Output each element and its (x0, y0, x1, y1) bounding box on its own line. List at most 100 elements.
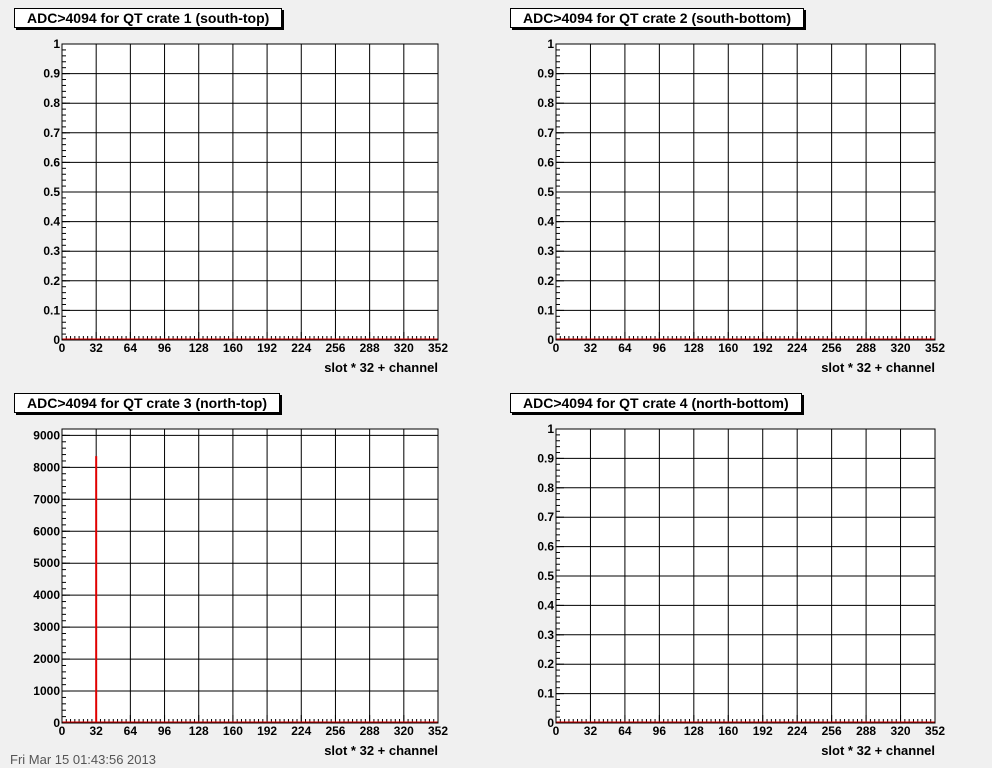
x-tick-label: 256 (822, 724, 842, 738)
y-tick-label: 0.9 (537, 451, 554, 465)
y-tick-label: 0.2 (537, 274, 554, 288)
y-tick-label: 0.2 (43, 274, 60, 288)
y-tick-label: 0.3 (537, 244, 554, 258)
y-tick-label: 0.9 (43, 67, 60, 81)
x-tick-label: 256 (325, 341, 345, 355)
y-tick-label: 0.8 (537, 96, 554, 110)
plot-title-crate-3: ADC>4094 for QT crate 3 (north-top) (14, 393, 280, 413)
x-tick-label: 96 (653, 724, 667, 738)
x-tick-label: 32 (90, 724, 104, 738)
y-tick-label: 3000 (33, 620, 60, 634)
y-tick-label: 6000 (33, 524, 60, 538)
y-tick-label: 8000 (33, 460, 60, 474)
plot-frame (555, 43, 936, 341)
x-tick-label: 64 (618, 341, 632, 355)
x-tick-label: 160 (718, 724, 738, 738)
y-tick-label: 0.6 (537, 155, 554, 169)
plot-panel-1: 0 32 64 96 128 160 192 224 256 288 320 352 0 0.1 0.2 0.… (43, 37, 448, 375)
y-tick-label: 0.1 (537, 303, 554, 317)
x-tick-label: 256 (822, 341, 842, 355)
y-tick-label: 0.1 (43, 303, 60, 317)
x-tick-label: 0 (59, 724, 66, 738)
x-tick-label: 320 (891, 341, 911, 355)
y-tick-label: 1 (53, 37, 60, 51)
x-tick-label: 224 (787, 341, 807, 355)
x-tick-label: 224 (291, 724, 311, 738)
plot-area (62, 429, 438, 723)
y-tick-label: 0.5 (537, 185, 554, 199)
x-tick-label: 352 (428, 341, 448, 355)
y-tick-label: 0.7 (43, 126, 60, 140)
x-tick-label: 160 (223, 724, 243, 738)
x-axis-label: slot * 32 + channel (324, 743, 438, 758)
x-tick-label: 96 (158, 341, 172, 355)
y-tick-label: 2000 (33, 652, 60, 666)
x-tick-label: 96 (653, 341, 667, 355)
x-tick-label: 320 (394, 724, 414, 738)
x-tick-label: 128 (189, 724, 209, 738)
x-tick-label: 288 (360, 724, 380, 738)
x-tick-label: 64 (124, 341, 138, 355)
plot-panel-3: 0 32 64 96 128 160 192 224 256 288 320 352 0 1000 2000… (33, 428, 448, 758)
y-tick-label: 0.5 (537, 569, 554, 583)
y-tick-label: 5000 (33, 556, 60, 570)
x-tick-label: 160 (223, 341, 243, 355)
y-tick-label: 0.8 (43, 96, 60, 110)
y-tick-label: 1 (547, 422, 554, 436)
y-tick-label: 0.7 (537, 510, 554, 524)
x-tick-label: 192 (753, 724, 773, 738)
plot-panel-4: 0 32 64 96 128 160 192 224 256 288 320 352 0 0.1 0.2 0.… (537, 422, 945, 758)
plot-title-crate-4: ADC>4094 for QT crate 4 (north-bottom) (510, 393, 802, 413)
x-tick-label: 64 (124, 724, 138, 738)
x-tick-label: 96 (158, 724, 172, 738)
x-tick-label: 224 (291, 341, 311, 355)
x-tick-label: 32 (584, 341, 598, 355)
x-tick-label: 192 (257, 341, 277, 355)
y-tick-label: 0.7 (537, 126, 554, 140)
y-tick-label: 0.4 (537, 598, 554, 612)
y-tick-label: 0 (53, 716, 60, 730)
y-tick-label: 4000 (33, 588, 60, 602)
x-tick-label: 0 (553, 341, 560, 355)
y-tick-label: 0.3 (43, 244, 60, 258)
y-tick-label: 0.6 (43, 155, 60, 169)
y-tick-label: 1 (547, 37, 554, 51)
y-tick-label: 0.5 (43, 185, 60, 199)
x-tick-label: 64 (618, 724, 632, 738)
x-tick-label: 288 (856, 341, 876, 355)
x-tick-label: 128 (189, 341, 209, 355)
x-tick-label: 224 (787, 724, 807, 738)
y-tick-label: 0 (547, 716, 554, 730)
x-axis-label: slot * 32 + channel (324, 360, 438, 375)
x-tick-label: 0 (553, 724, 560, 738)
y-tick-label: 0.8 (537, 481, 554, 495)
x-tick-label: 352 (428, 724, 448, 738)
x-tick-label: 0 (59, 341, 66, 355)
y-tick-label: 0.3 (537, 628, 554, 642)
y-tick-label: 0 (547, 333, 554, 347)
x-tick-label: 32 (90, 341, 104, 355)
x-tick-label: 320 (394, 341, 414, 355)
x-tick-label: 320 (891, 724, 911, 738)
x-tick-label: 352 (925, 724, 945, 738)
y-tick-label: 0 (53, 333, 60, 347)
y-tick-label: 0.9 (537, 67, 554, 81)
x-tick-label: 352 (925, 341, 945, 355)
y-tick-label: 0.6 (537, 540, 554, 554)
plot-title-crate-1: ADC>4094 for QT crate 1 (south-top) (14, 8, 283, 28)
y-tick-label: 0.4 (43, 215, 60, 229)
x-tick-label: 288 (360, 341, 380, 355)
x-axis-label: slot * 32 + channel (821, 360, 935, 375)
y-tick-label: 0.2 (537, 657, 554, 671)
timestamp-footer: Fri Mar 15 01:43:56 2013 (10, 752, 156, 767)
y-tick-label: 0.4 (537, 215, 554, 229)
x-tick-label: 256 (325, 724, 345, 738)
plot-frame (61, 428, 439, 724)
x-tick-label: 192 (257, 724, 277, 738)
y-tick-label: 9000 (33, 428, 60, 442)
x-tick-label: 32 (584, 724, 598, 738)
y-tick-label: 7000 (33, 492, 60, 506)
plot-frame (61, 43, 439, 341)
x-axis-label: slot * 32 + channel (821, 743, 935, 758)
y-tick-label: 1000 (33, 684, 60, 698)
